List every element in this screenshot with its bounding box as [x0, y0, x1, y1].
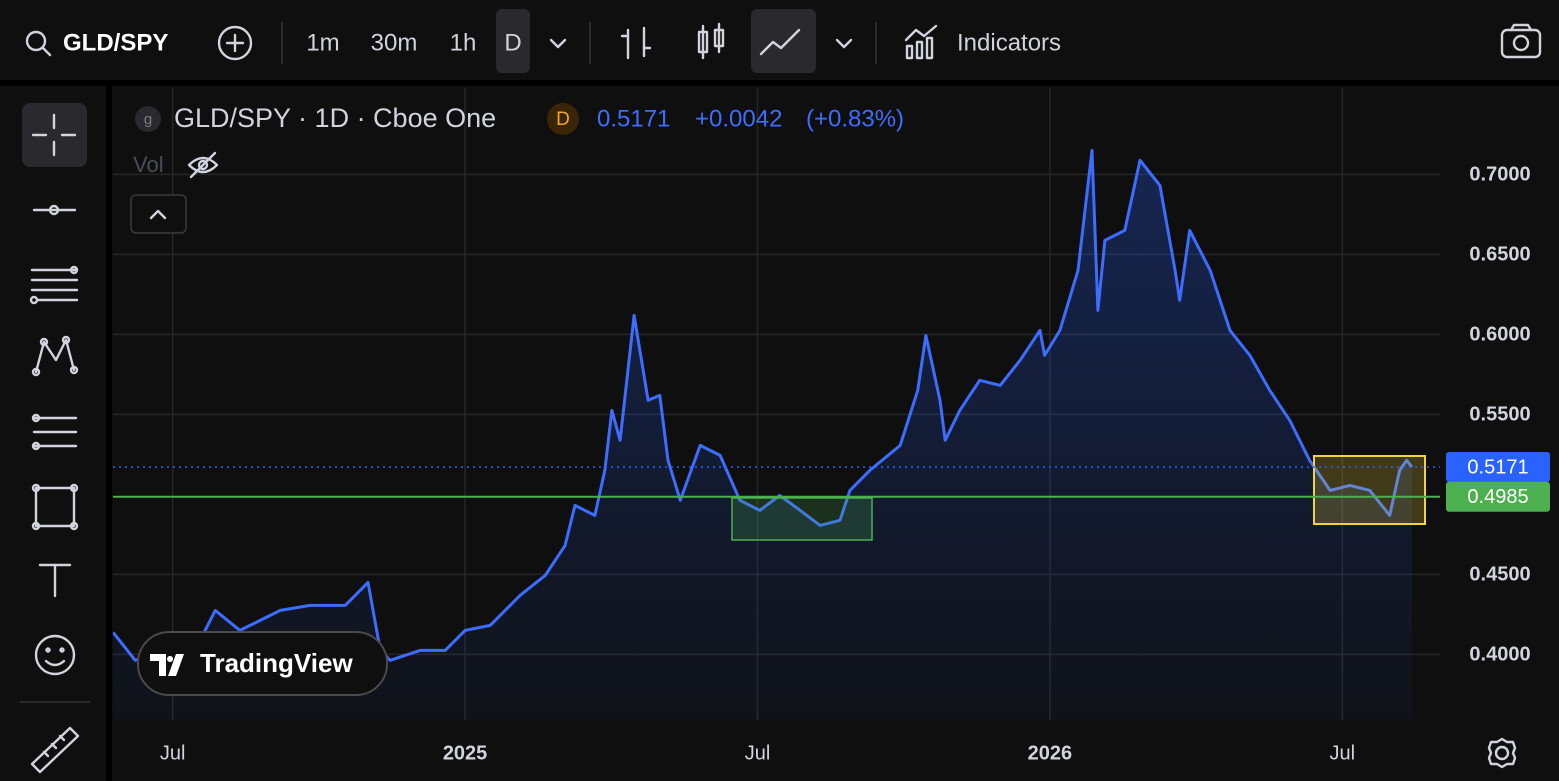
legend-last: 0.5171 — [597, 105, 670, 132]
left-toolbar — [0, 86, 106, 781]
area-style-active[interactable] — [751, 9, 816, 73]
price-line — [113, 148, 1414, 662]
symbol-icon-letter: g — [144, 111, 152, 128]
y-tick-label: 0.6500 — [1469, 244, 1530, 266]
badge-bg — [547, 103, 579, 135]
legend-title[interactable]: GLD/SPY · 1D · Cboe One — [174, 103, 496, 133]
volume-hidden-icon[interactable] — [187, 151, 219, 179]
yellow-rectangle-drawing[interactable] — [1313, 455, 1426, 525]
last-price-badge — [1446, 452, 1550, 483]
horizontal-level-label: 0.4985 — [1467, 486, 1528, 508]
y-tick-label: 0.4000 — [1469, 644, 1530, 666]
collapse-icon — [149, 209, 167, 220]
symbol-icon — [135, 106, 161, 132]
legend-change: +0.0042 — [695, 105, 782, 132]
area-style-icon — [759, 28, 801, 56]
interval[interactable]: D — [504, 29, 521, 56]
pattern-tool[interactable] — [31, 335, 79, 377]
interval-dropdown[interactable] — [549, 38, 567, 49]
crosshair-tool[interactable] — [31, 113, 77, 157]
area-fill — [113, 150, 1412, 720]
x-tick-label: Jul — [160, 742, 186, 764]
candles-style[interactable] — [697, 22, 725, 60]
x-tick-label: 2026 — [1028, 742, 1073, 764]
volume-label[interactable]: Vol — [133, 152, 164, 177]
y-tick-label: 0.5500 — [1469, 404, 1530, 426]
collapse-legend[interactable] — [130, 194, 187, 234]
interval[interactable]: 30m — [371, 29, 418, 56]
horizontal-level-badge — [1446, 481, 1550, 512]
interval[interactable]: 1h — [450, 29, 477, 56]
tool-active-bg — [22, 103, 87, 167]
symbol[interactable]: GLD/SPY — [63, 29, 168, 56]
y-tick-label: 0.7000 — [1469, 164, 1530, 186]
y-tick-label: 0.6000 — [1469, 324, 1530, 346]
ruler-tool[interactable] — [30, 726, 80, 774]
x-tick-label: 2025 — [443, 742, 488, 764]
plot-area — [113, 148, 1414, 720]
style-dropdown[interactable] — [835, 38, 853, 49]
add-symbol[interactable] — [217, 25, 253, 61]
forecast-tool[interactable] — [31, 413, 78, 451]
text-tool[interactable] — [38, 563, 72, 598]
axis-settings[interactable] — [1487, 737, 1517, 769]
green-rectangle-drawing[interactable] — [731, 497, 873, 541]
x-tick-label: Jul — [745, 742, 771, 764]
axes: 0.7000 0.6500 0.6000 0.5500 0.4500 0.4000 Jul 2… — [113, 164, 1550, 764]
bars-style[interactable] — [620, 26, 652, 60]
badge: D — [556, 109, 570, 130]
last-price-label: 0.5171 — [1467, 456, 1528, 478]
fib-tool[interactable] — [29, 265, 79, 305]
indicators-button[interactable]: Indicators — [904, 24, 1061, 60]
indicators-label[interactable]: Indicators — [957, 29, 1061, 56]
line-tool[interactable] — [32, 204, 77, 216]
y-tick-label: 0.4500 — [1469, 564, 1530, 586]
interval-active-bg — [496, 9, 530, 73]
emoji-tool[interactable] — [34, 634, 76, 676]
watermark-badge — [137, 631, 388, 696]
x-tick-label: Jul — [1330, 742, 1356, 764]
interval[interactable]: 1m — [306, 29, 339, 56]
legend-change-pct: (+0.83%) — [806, 105, 904, 132]
snapshot-button[interactable] — [1500, 23, 1542, 59]
symbol-search[interactable]: GLD/SPY — [25, 29, 168, 56]
watermark-logo — [150, 654, 184, 676]
shape-tool[interactable] — [31, 483, 79, 531]
watermark-text: TradingView — [200, 648, 353, 678]
